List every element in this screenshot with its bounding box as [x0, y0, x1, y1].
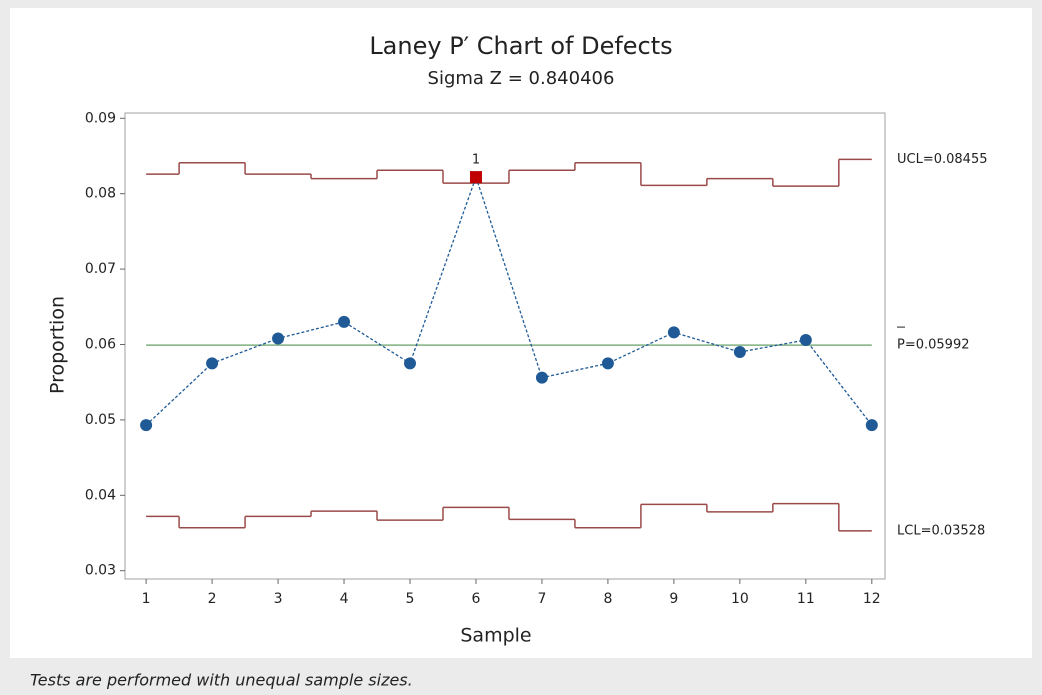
x-axis-label: Sample	[460, 625, 531, 647]
data-point	[535, 371, 548, 384]
y-axis-label: Proportion	[47, 296, 69, 394]
y-tick-label: 0.09	[85, 110, 116, 126]
x-tick-label: 12	[863, 591, 881, 607]
data-point	[733, 346, 746, 359]
x-tick-label: 11	[797, 591, 815, 607]
data-line	[145, 175, 873, 426]
x-tick-label: 4	[340, 591, 349, 607]
flag-label: 1	[472, 153, 480, 168]
x-tick-label: 8	[603, 591, 612, 607]
y-tick-label: 0.05	[85, 412, 116, 428]
y-tick-label: 0.07	[85, 261, 116, 277]
x-tick-label: 10	[731, 591, 749, 607]
data-point	[206, 357, 219, 370]
data-point	[404, 357, 416, 370]
data-point	[799, 333, 812, 346]
data-point	[272, 332, 285, 345]
y-tick-label: 0.04	[85, 487, 116, 503]
data-point	[601, 357, 614, 370]
chart-subtitle: Sigma Z = 0.840406	[428, 68, 615, 89]
data-point	[667, 326, 680, 339]
y-tick-label: 0.08	[85, 186, 116, 202]
y-tick-label: 0.03	[85, 563, 116, 579]
lcl-label: LCL=0.03528	[897, 523, 985, 538]
y-tick-label: 0.06	[85, 336, 116, 352]
data-point	[140, 419, 153, 432]
footnote: Tests are performed with unequal sample …	[30, 671, 413, 690]
data-point	[865, 419, 878, 432]
chart-title: Laney P′ Chart of Defects	[369, 32, 672, 60]
plot-area	[124, 112, 886, 580]
flagged-point	[469, 171, 482, 184]
x-tick-label: 7	[537, 591, 546, 607]
x-tick-label: 9	[669, 591, 678, 607]
x-tick-label: 6	[472, 591, 481, 607]
center-label: P=0.05992	[897, 338, 970, 353]
x-tick-label: 5	[406, 591, 415, 607]
x-tick-label: 3	[274, 591, 283, 607]
x-tick-label: 2	[208, 591, 217, 607]
ucl-label: UCL=0.08455	[897, 152, 988, 167]
x-tick-label: 1	[142, 591, 151, 607]
data-point	[338, 315, 351, 328]
